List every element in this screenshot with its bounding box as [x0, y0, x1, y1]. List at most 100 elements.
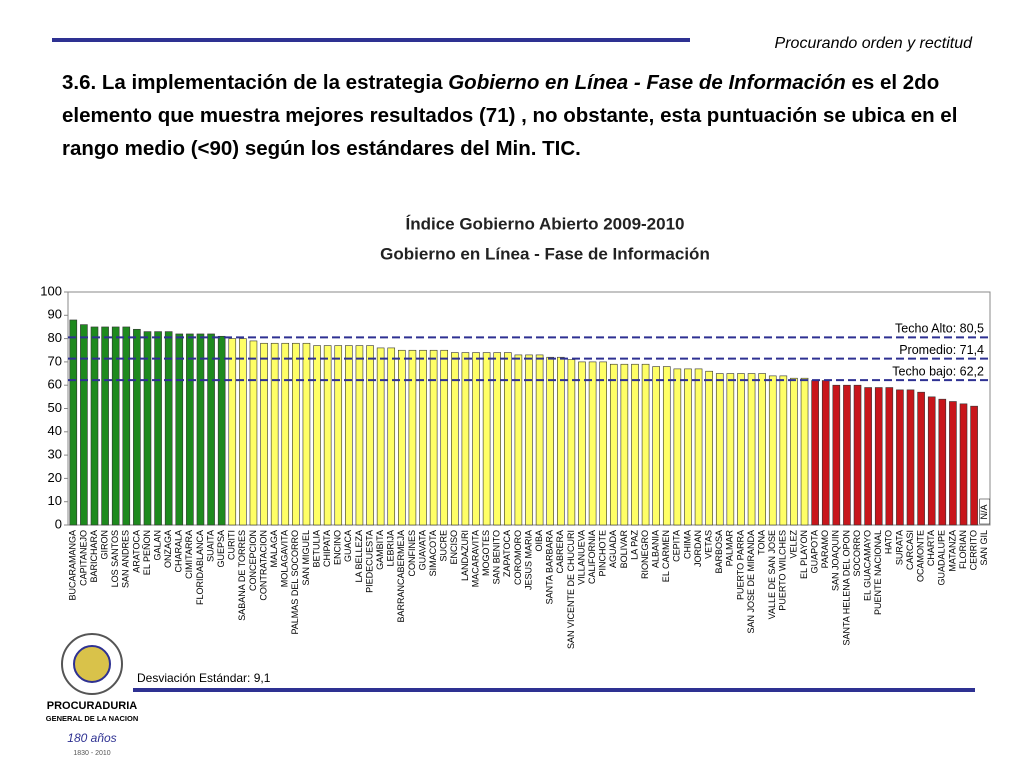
x-tick-label: PUERTO WILCHES	[778, 530, 788, 611]
x-tick-label: CHIMA	[682, 530, 692, 559]
y-tick-label: 20	[48, 470, 62, 485]
x-tick-label: GUEPSA	[216, 530, 226, 568]
x-tick-label: ZAPATOCA	[502, 530, 512, 577]
bar	[896, 389, 904, 526]
bar	[800, 377, 809, 526]
x-tick-label: LEBRIJA	[386, 530, 396, 567]
bar	[398, 349, 406, 526]
bar	[164, 331, 173, 526]
y-tick-label: 40	[48, 423, 62, 438]
bar	[927, 396, 936, 526]
x-tick-label: SAN GIL	[979, 530, 989, 566]
bar	[599, 361, 607, 526]
bar	[737, 373, 745, 526]
bar	[641, 363, 650, 526]
x-tick-label: SANTA HELENA DEL OPON	[841, 530, 851, 646]
x-tick-label: SAN JOAQUIN	[831, 530, 841, 591]
x-tick-label: JORDAN	[693, 530, 703, 567]
reference-label: Promedio: 71,4	[899, 343, 984, 357]
x-tick-label: SURATA	[894, 530, 904, 565]
bar	[620, 363, 629, 526]
bar	[270, 342, 279, 526]
bar	[970, 405, 978, 526]
bar	[482, 352, 491, 526]
x-tick-label: MOGOTES	[481, 530, 491, 576]
x-tick-label: BARRANCABERMEJA	[396, 530, 406, 623]
x-tick-label: CERRITO	[968, 530, 978, 570]
bar	[111, 326, 120, 526]
y-tick-label: 0	[55, 516, 62, 531]
x-tick-label: SAN JOSE DE MIRANDA	[746, 530, 756, 634]
x-tick-label: MATANZA	[947, 530, 957, 572]
x-tick-label: EL GUACAMAYO	[863, 530, 873, 601]
bar	[376, 347, 385, 526]
bar	[694, 368, 703, 526]
bar	[440, 349, 449, 526]
reference-label: Techo bajo: 62,2	[892, 364, 984, 378]
bar	[885, 387, 894, 526]
x-tick-label: SUAITA	[205, 530, 215, 562]
x-tick-label: RIONEGRO	[640, 530, 650, 579]
x-tick-label: CONTRATACION	[258, 530, 268, 601]
x-tick-label: CIMITARRA	[184, 530, 194, 579]
bar	[451, 352, 459, 526]
x-tick-label: CONCEPCION	[248, 530, 258, 591]
bar	[429, 349, 438, 526]
x-tick-label: CHARALA	[174, 530, 184, 573]
x-tick-label: ENCINO	[333, 530, 343, 565]
x-tick-label: GUACA	[343, 530, 353, 562]
x-tick-label: MOLAGAVITA	[280, 530, 290, 587]
bar	[535, 354, 544, 526]
x-tick-label: COROMORO	[513, 530, 523, 585]
x-tick-label: PUENTE NACIONAL	[873, 530, 883, 615]
reference-label: Techo Alto: 80,5	[895, 322, 984, 336]
bar	[758, 373, 766, 526]
bar	[874, 387, 883, 526]
logo: PROCURADURIA GENERAL DE LA NACION 180 añ…	[46, 633, 138, 757]
x-tick-label: PARAMO	[820, 530, 830, 568]
y-tick-label: 30	[48, 447, 62, 462]
bar	[715, 373, 724, 526]
x-tick-label: GALAN	[152, 530, 162, 561]
bar	[652, 366, 660, 526]
y-tick-label: 10	[48, 493, 62, 508]
bar	[186, 333, 194, 526]
bar	[821, 380, 830, 526]
bar	[747, 373, 756, 526]
bar	[578, 361, 586, 526]
bar	[355, 345, 364, 526]
x-tick-label: EL PEÑON	[142, 530, 152, 575]
bar	[673, 368, 682, 526]
x-tick-label: SIMACOTA	[428, 530, 438, 576]
logo-text: PROCURADURIA	[47, 700, 138, 712]
x-tick-label: LOS SANTOS	[110, 530, 120, 587]
x-tick-label: CHARTA	[926, 530, 936, 566]
heading-italic: Gobierno en Línea - Fase de Información	[448, 71, 846, 94]
x-tick-label: FLORIDABLANCA	[195, 530, 205, 605]
bar	[239, 338, 247, 526]
bar	[69, 319, 78, 526]
bar	[705, 370, 713, 526]
bar	[302, 342, 311, 526]
y-tick-label: 70	[48, 353, 62, 368]
bar	[249, 340, 258, 526]
bar	[196, 333, 205, 526]
x-tick-label: EL CARMEN	[661, 530, 671, 582]
bar	[938, 398, 947, 526]
x-tick-label: VALLE DE SAN JOSE	[767, 530, 777, 619]
bar	[790, 377, 798, 526]
bar	[864, 387, 872, 526]
reference-label-bg	[897, 342, 987, 357]
x-tick-label: SAN MIGUEL	[301, 530, 311, 586]
x-tick-label: CAPITANEJO	[78, 530, 88, 586]
x-tick-label: BARICHARA	[89, 530, 99, 583]
bar	[154, 331, 162, 526]
x-tick-label: ALBANIA	[651, 530, 661, 568]
na-label: N/A	[979, 504, 989, 519]
x-tick-label: LA BELLEZA	[354, 530, 364, 583]
chart-title: Índice Gobierno Abierto 2009-2010	[405, 214, 684, 233]
x-tick-label: SUCRE	[439, 530, 449, 562]
x-tick-label: PALMAS DEL SOCORRO	[290, 530, 300, 635]
y-tick-label: 60	[48, 377, 62, 392]
